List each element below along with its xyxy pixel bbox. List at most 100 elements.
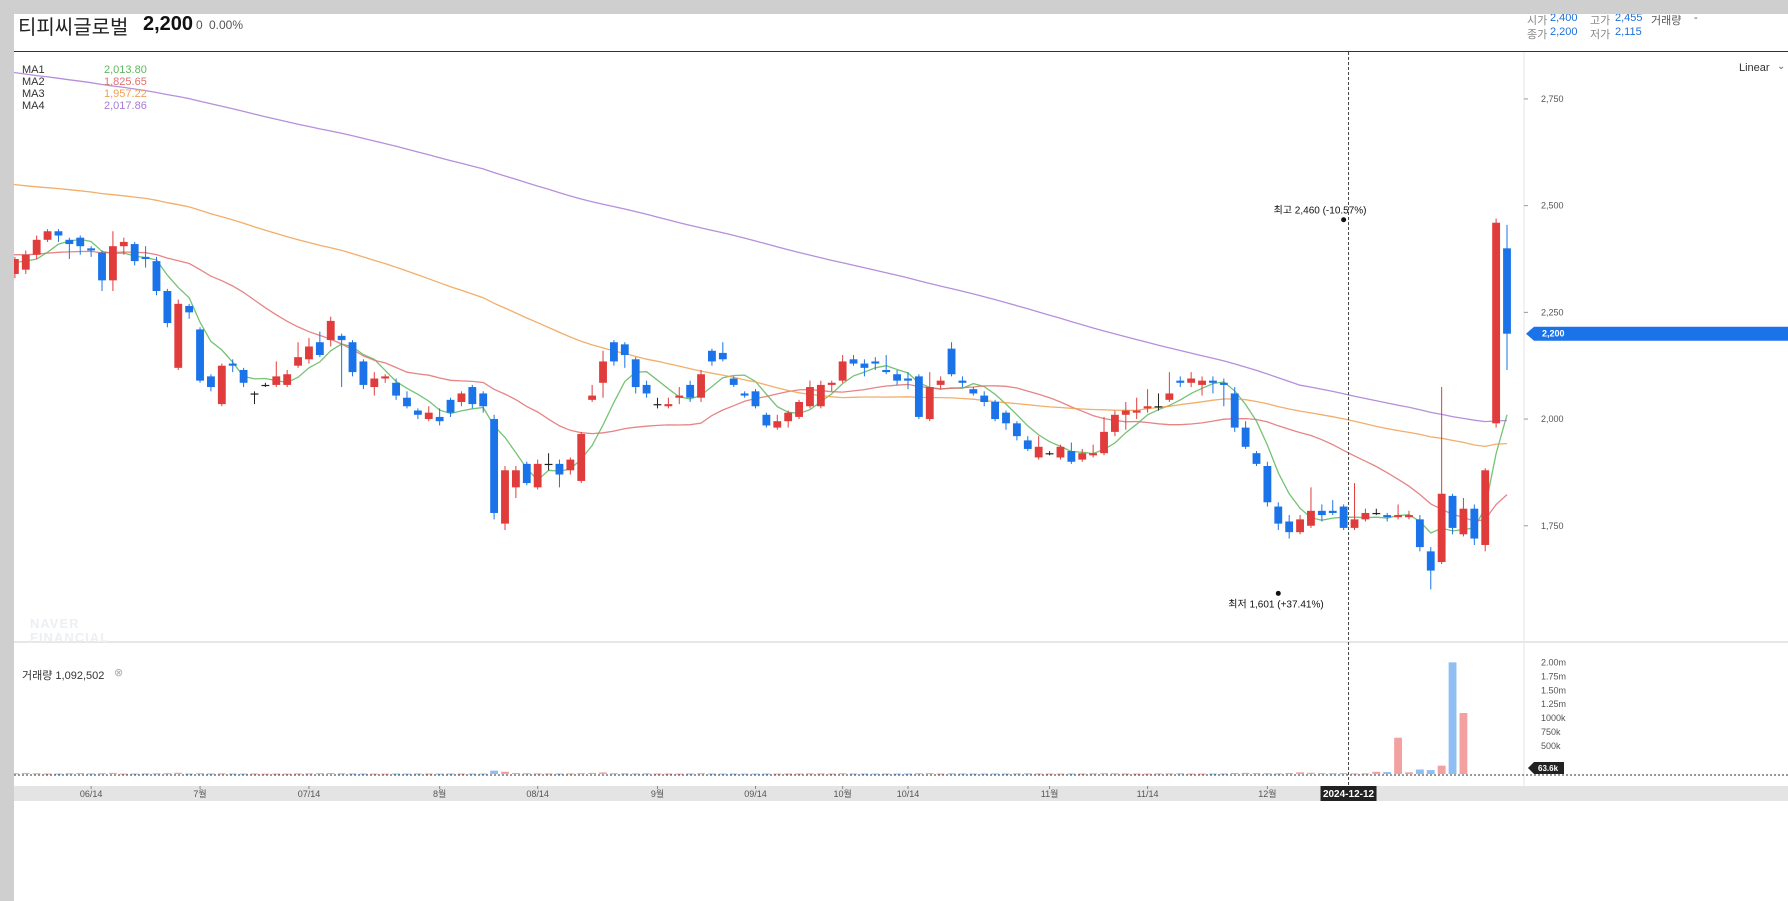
volume-bar (936, 773, 945, 775)
candle-body (1296, 519, 1304, 533)
volume-bar (686, 773, 695, 775)
candle-body (675, 395, 684, 398)
volume-bar (348, 773, 357, 775)
volume-bar (827, 773, 836, 775)
volume-bar (1034, 773, 1043, 775)
volume-bar (958, 773, 967, 775)
price-change: 0 (196, 18, 203, 32)
candle-body (1307, 510, 1315, 526)
candle-body (631, 359, 640, 388)
volume-bar (904, 773, 912, 775)
candle-body (925, 387, 934, 420)
volume-bar (14, 773, 19, 775)
volume-bar (642, 773, 651, 775)
volume-tick-label: 1.50m (1541, 685, 1566, 695)
candle-body (98, 252, 106, 281)
volume-bar (130, 773, 139, 775)
high-marker (1341, 217, 1347, 223)
candle-body (740, 393, 749, 396)
candle-body (784, 412, 793, 422)
candle-body (577, 433, 586, 481)
volume-bar (577, 773, 586, 775)
candle-body (1437, 493, 1446, 563)
candle-body (1209, 380, 1217, 383)
candle-body (1002, 412, 1010, 424)
date-tick-label: 08/14 (526, 789, 549, 799)
candle-body (490, 419, 499, 513)
volume-bar (1263, 773, 1272, 775)
volume-bar (1132, 773, 1141, 775)
volume-bar (239, 773, 248, 775)
close-icon[interactable]: ⊗ (114, 667, 124, 679)
volume-bar (272, 773, 281, 775)
volume-bar (1110, 773, 1119, 775)
volume-bar (1274, 773, 1283, 775)
volume-bar (174, 772, 183, 774)
volume-bar (871, 773, 880, 775)
volume-bar (1328, 773, 1337, 775)
volume-bar (1100, 773, 1108, 775)
volume-bar (370, 773, 379, 775)
price-tick-label: 2,000 (1541, 414, 1564, 424)
open-value: 2,400 (1550, 14, 1578, 24)
candle-body (250, 393, 259, 395)
volume-bar (315, 773, 324, 775)
volume-tick-label: 1.75m (1541, 671, 1566, 681)
candle-body (1023, 440, 1032, 449)
chevron-down-icon[interactable]: ⌄ (1777, 61, 1786, 72)
ma2-value: 1,825.65 (104, 76, 147, 88)
stock-chart[interactable]: 1,750 2,000 2,250 2,500 2,750 500k 750k 1000k 1.… (14, 14, 1788, 901)
volume-bar (217, 773, 226, 775)
candle-body (1394, 515, 1403, 518)
date-tick-label: 09/14 (744, 789, 767, 799)
candle-body (762, 414, 771, 426)
volume-bar (1165, 773, 1174, 775)
volume-bar (1089, 773, 1098, 775)
ma3-line (14, 183, 1508, 448)
volume-bar (141, 773, 150, 775)
scale-mode-select[interactable]: Linear (1739, 62, 1770, 74)
volume-bar (1187, 773, 1196, 775)
volume-bar (609, 773, 618, 775)
ma4-label: MA4 (22, 100, 45, 112)
candle-body (533, 463, 542, 488)
volume-bar (1121, 773, 1130, 775)
candle-body (1165, 393, 1174, 400)
candle-body (773, 421, 782, 428)
volume-bar (435, 773, 444, 775)
candle-body (642, 384, 651, 394)
volume-bar (914, 773, 923, 775)
candle-body (424, 412, 433, 420)
candle-body (599, 361, 607, 383)
volume-bar (697, 773, 705, 775)
volume-bar (403, 773, 411, 775)
candle-body (1481, 470, 1490, 545)
ma4-value: 2,017.86 (104, 100, 147, 112)
volume-bar (479, 773, 488, 775)
ma1-label: MA1 (22, 64, 45, 76)
volume-bar (163, 773, 172, 775)
candle-body (370, 378, 379, 388)
candle-body (566, 459, 575, 471)
volume-quote-value: - (1694, 14, 1698, 24)
volume-bar (43, 773, 52, 775)
candle-body (816, 384, 825, 407)
volume-bar (32, 773, 41, 775)
volume-bar (816, 773, 825, 775)
ma3-value: 1,957.22 (104, 88, 147, 100)
date-tick-label: 07/14 (298, 789, 321, 799)
volume-bar (620, 773, 629, 775)
candle-body (1198, 380, 1206, 385)
volume-bar (1361, 773, 1370, 775)
candle-body (14, 259, 19, 274)
candle-body (163, 291, 172, 324)
candle-body (21, 254, 30, 270)
volume-bar (860, 773, 869, 775)
candle-body (228, 363, 237, 366)
candle-body (65, 239, 74, 245)
crosshair-volume-label: 63.6k (1538, 764, 1559, 773)
ma3-label: MA3 (22, 88, 45, 100)
volume-bar (1317, 773, 1326, 775)
low-marker (1275, 590, 1281, 596)
volume-bar (196, 773, 204, 775)
